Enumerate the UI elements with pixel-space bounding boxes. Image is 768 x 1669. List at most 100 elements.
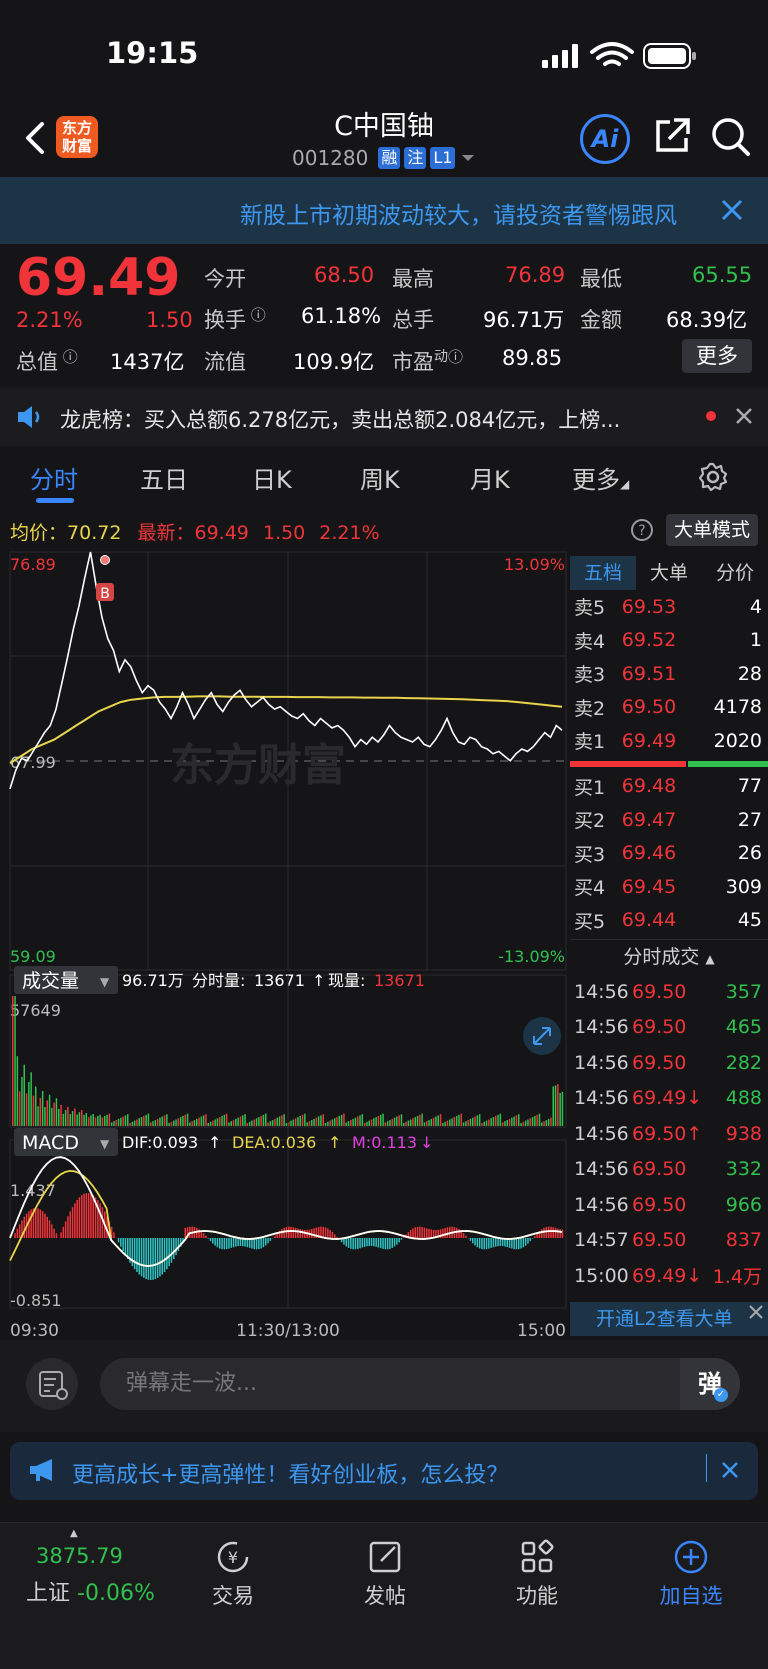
search-button[interactable] (710, 116, 752, 162)
macd-histogram (14, 1193, 564, 1280)
close-promo-button[interactable] (720, 1460, 740, 1484)
ob-tab-price-dist[interactable]: 分价 (715, 562, 754, 584)
index-value[interactable]: 3875.79 (36, 1544, 123, 1568)
ask-level-row[interactable]: 卖1 69.49 2020 (570, 724, 768, 758)
status-icons (540, 40, 700, 76)
volume-bar (458, 1114, 460, 1126)
close-warning-button[interactable] (720, 198, 744, 226)
ask-level-row[interactable]: 卖2 69.50 4178 (570, 691, 768, 725)
help-button[interactable]: ? (630, 518, 654, 546)
nav-functions[interactable]: 功能 (482, 1534, 592, 1610)
buy-marker (96, 583, 114, 601)
tab-daily-k[interactable]: 日K (252, 466, 292, 494)
volume-bar (122, 1116, 124, 1126)
dragon-tiger-text: 龙虎榜：买入总额6.278亿元，卖出总额2.084亿元，上榜... (60, 408, 621, 432)
app-logo[interactable]: 东方 财富 (56, 116, 98, 158)
bid-level-row[interactable]: 买5 69.44 45 (570, 904, 768, 938)
macd-bar (409, 1230, 412, 1238)
volume-bar (414, 1117, 416, 1126)
volume-bar (71, 1111, 74, 1126)
bid-level-row[interactable]: 买2 69.47 27 (570, 803, 768, 837)
danmaku-input[interactable]: 弹幕走一波... (100, 1358, 740, 1410)
close-dragon-tiger-button[interactable] (734, 406, 754, 430)
macd-bar (557, 1228, 559, 1238)
macd-indicator-label: MACD (22, 1132, 79, 1154)
macd-bar (154, 1238, 157, 1280)
macd-bar (524, 1238, 527, 1246)
bid-level-row[interactable]: 买1 69.48 77 (570, 770, 768, 804)
close-l2-banner-button[interactable] (748, 1304, 764, 1324)
tick-time: 15:00 (574, 1264, 629, 1287)
macd-bar (547, 1226, 550, 1238)
volume-bar (108, 1113, 111, 1126)
macd-bar (219, 1238, 221, 1249)
tab-five-day[interactable]: 五日 (140, 466, 188, 494)
ai-button[interactable]: Ai (580, 114, 630, 164)
volume-bar (327, 1121, 329, 1126)
macd-bar (327, 1228, 329, 1238)
macd-bar (412, 1228, 414, 1238)
macd-bar (136, 1238, 138, 1272)
macd-bar (414, 1227, 416, 1238)
ob-tab-big-orders[interactable]: 大单 (649, 562, 688, 584)
bid-level-row[interactable]: 买3 69.46 26 (570, 837, 768, 871)
nav-post[interactable]: 发帖 (330, 1534, 440, 1610)
danmaku-toggle-button[interactable]: 弹 ✓ (680, 1358, 740, 1410)
macd-bar (145, 1238, 147, 1280)
level-volume: 309 (725, 875, 762, 898)
volume-bar (288, 1121, 290, 1126)
macd-bar (110, 1226, 113, 1238)
share-button[interactable] (652, 116, 692, 160)
big-order-mode-button[interactable]: 大单模式 (666, 514, 758, 546)
nav-add-watchlist[interactable]: 加自选 (636, 1534, 746, 1610)
tick-time: 14:56 (574, 1122, 629, 1145)
back-button[interactable] (20, 118, 50, 158)
tick-row: 15:00 69.49↓ 1.4万 (570, 1258, 768, 1294)
tab-monthly-k[interactable]: 月K (470, 466, 510, 494)
nav-trade[interactable]: ¥ 交易 (178, 1534, 288, 1610)
volume-bar (248, 1121, 251, 1126)
volume-bar (543, 1121, 545, 1126)
volume-bar (299, 1115, 301, 1126)
price-line (9, 551, 563, 790)
ticks-header[interactable]: 分时成交 ▲ (623, 946, 715, 968)
volume-bar (352, 1118, 354, 1126)
volume-bar (205, 1114, 207, 1126)
promo-banner[interactable] (10, 1442, 758, 1500)
volume-bar (115, 1120, 117, 1126)
comment-list-button[interactable] (26, 1358, 78, 1410)
index-row[interactable]: 上证 -0.06% (26, 1581, 155, 1606)
level-price: 69.45 (621, 875, 677, 898)
volume-bar (110, 1122, 113, 1126)
ask-level-row[interactable]: 卖5 69.53 4 (570, 590, 768, 624)
ob-tab-five-levels[interactable]: 五档 (570, 556, 636, 590)
intraday-chart[interactable]: 东方财富 76.89 13.09% 67.99 59.09 -13.09% B … (0, 550, 570, 1340)
tab-more[interactable]: 更多◢ (572, 466, 630, 494)
volume-bar (317, 1116, 320, 1126)
volume-bar (58, 1108, 60, 1126)
ask-level-row[interactable]: 卖3 69.51 28 (570, 657, 768, 691)
tab-intraday[interactable]: 分时 (30, 466, 78, 494)
comment-list-icon (39, 1371, 68, 1400)
stock-code-row[interactable]: 001280 融 注 L1 (292, 146, 477, 170)
volume-bar (522, 1121, 525, 1126)
chart-settings-button[interactable] (698, 462, 728, 496)
macd-bar (129, 1238, 131, 1263)
macd-bar (168, 1238, 170, 1267)
macd-bar (400, 1238, 403, 1240)
dragon-tiger-row[interactable] (0, 388, 768, 446)
l2-upgrade-banner[interactable]: 开通L2查看大单 (570, 1302, 768, 1336)
macd-bar (437, 1229, 439, 1238)
volume-bar (81, 1110, 83, 1126)
volume-bar (239, 1116, 242, 1126)
volume-bar (343, 1113, 345, 1126)
volume-bar (304, 1113, 306, 1126)
bid-level-row[interactable]: 买4 69.45 309 (570, 870, 768, 904)
macd-bar (163, 1238, 166, 1272)
macd-bar (354, 1238, 357, 1250)
ask-level-row[interactable]: 卖4 69.52 1 (570, 624, 768, 658)
tab-weekly-k[interactable]: 周K (360, 466, 400, 494)
more-quote-button[interactable]: 更多 (682, 339, 752, 373)
macd-bar (55, 1233, 58, 1238)
close-icon (721, 199, 743, 221)
